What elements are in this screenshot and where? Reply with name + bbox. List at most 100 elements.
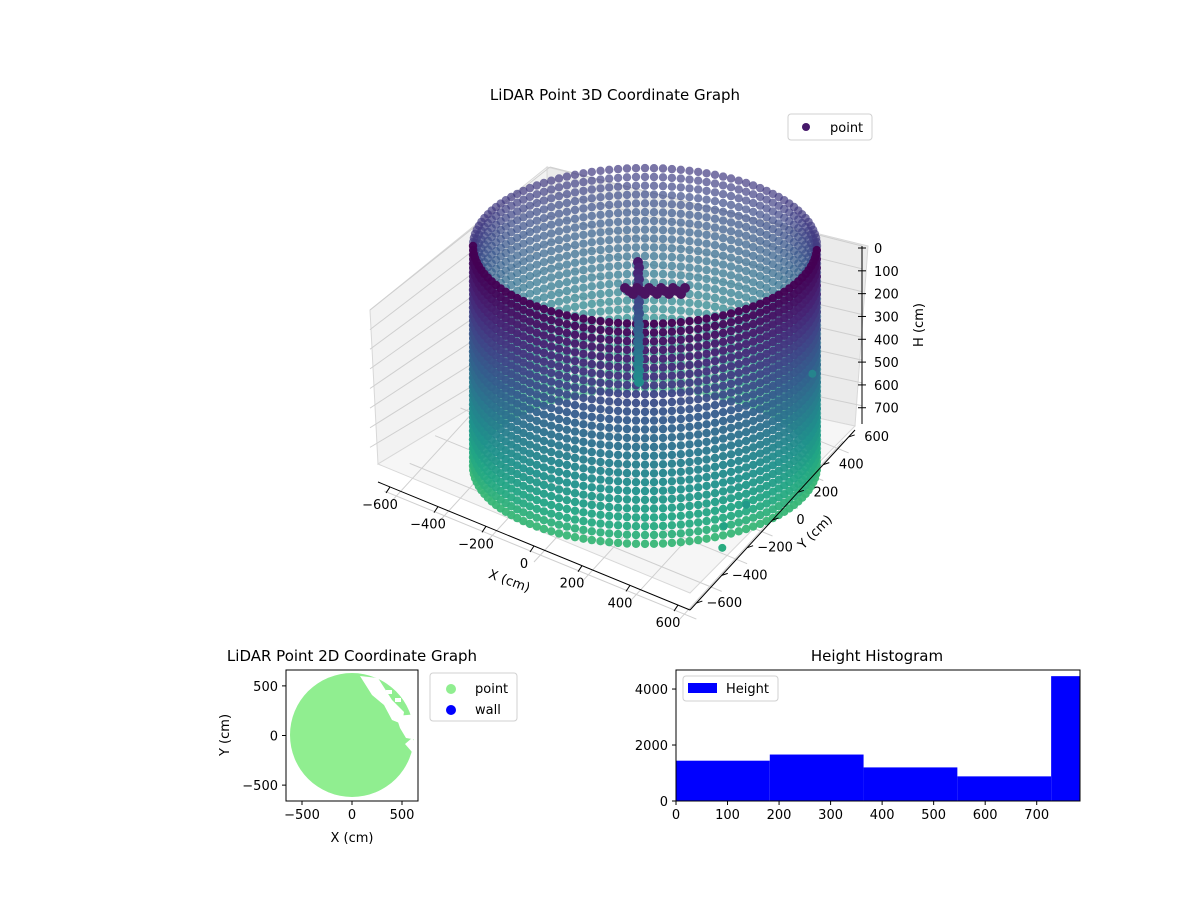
- point-cloud-dot: [749, 443, 758, 452]
- point-cloud-dot: [694, 430, 703, 439]
- point-cloud-dot: [622, 486, 632, 495]
- point-cloud-dot: [685, 413, 694, 423]
- point-cloud-dot: [762, 314, 771, 323]
- point-cloud-dot: [596, 413, 605, 423]
- point-cloud-dot: [702, 367, 711, 376]
- point-cloud-dot: [640, 199, 650, 208]
- point-cloud-dot: [554, 174, 564, 183]
- point-cloud-dot: [554, 494, 564, 503]
- y-tick-label-2d: −500: [242, 779, 278, 794]
- point-cloud-dot: [640, 243, 650, 252]
- point-cloud-dot: [532, 478, 541, 487]
- point-cloud-dot: [755, 502, 765, 511]
- point-cloud-dot: [741, 472, 751, 481]
- point-cloud-dot: [587, 246, 596, 256]
- point-cloud-dot: [605, 200, 614, 210]
- point-cloud-dot: [587, 465, 596, 474]
- point-cloud-dot: [685, 210, 694, 219]
- point-cloud-dot: [676, 450, 685, 459]
- point-cloud-dot: [613, 415, 623, 424]
- point-cloud-dot: [579, 292, 588, 301]
- point-cloud-dot: [755, 475, 765, 485]
- point-cloud-dot: [547, 430, 556, 439]
- point-cloud-dot: [702, 393, 711, 403]
- point-cloud-dot: [749, 469, 758, 478]
- point-cloud-dot: [562, 181, 572, 190]
- point-cloud-dot: [539, 366, 549, 375]
- point-cloud-dot: [532, 181, 541, 190]
- point-cloud-dot: [710, 409, 720, 419]
- point-cloud-dot: [649, 416, 659, 425]
- point-cloud-dot: [676, 200, 685, 210]
- point-cloud-dot: [570, 409, 580, 419]
- point-cloud-dot: [570, 276, 580, 285]
- point-cloud-dot: [755, 440, 765, 449]
- x-tick-label-3d: −400: [410, 518, 446, 533]
- point-cloud-dot: [755, 227, 765, 237]
- y-tick-label-3d: 0: [796, 513, 804, 528]
- outlier-point: [718, 543, 727, 552]
- point-cloud-dot: [658, 477, 668, 487]
- point-cloud-dot: [554, 244, 564, 254]
- point-cloud-dot: [685, 343, 694, 352]
- point-cloud-dot: [547, 368, 556, 378]
- point-cloud-dot: [562, 295, 572, 304]
- point-cloud-dot: [726, 279, 736, 289]
- point-cloud-dot: [547, 483, 556, 492]
- point-cloud-dot: [579, 402, 588, 411]
- point-cloud-dot: [554, 432, 564, 441]
- point-cloud-dot: [525, 201, 535, 210]
- point-cloud-dot: [667, 353, 677, 363]
- point-cloud-dot: [525, 422, 535, 432]
- point-cloud-dot: [676, 227, 685, 236]
- point-cloud-dot: [649, 260, 659, 270]
- point-cloud-dot: [554, 218, 564, 227]
- point-cloud-dot: [640, 163, 650, 173]
- point-cloud-dot: [710, 489, 720, 498]
- point-cloud-dot: [718, 172, 728, 181]
- point-cloud-dot: [694, 167, 703, 177]
- point-cloud-dot: [532, 407, 541, 417]
- point-cloud-dot: [579, 230, 588, 240]
- point-cloud-dot: [718, 487, 728, 496]
- point-cloud-dot: [667, 327, 677, 336]
- point-cloud-dot: [587, 238, 596, 247]
- point-cloud-dot: [667, 318, 677, 328]
- point-cloud-dot: [755, 263, 765, 272]
- point-cloud-dot: [676, 520, 685, 529]
- point-cloud-dot: [525, 210, 535, 219]
- point-cloud-dot: [658, 345, 668, 355]
- point-cloud-dot: [640, 504, 650, 513]
- point-cloud-dot: [667, 371, 677, 380]
- point-cloud-dot: [605, 450, 614, 459]
- point-cloud-dot: [554, 406, 564, 415]
- point-cloud-dot: [649, 164, 659, 173]
- point-cloud-dot: [676, 253, 685, 262]
- point-cloud-dot: [749, 278, 758, 287]
- point-cloud-dot: [685, 528, 694, 537]
- structure-dot: [680, 283, 690, 293]
- point-cloud-dot: [562, 381, 572, 390]
- point-cloud-dot: [539, 401, 549, 410]
- point-cloud-dot: [554, 476, 564, 485]
- point-cloud-dot: [649, 530, 659, 540]
- point-cloud-dot: [547, 447, 556, 457]
- point-cloud-dot: [596, 396, 605, 405]
- point-cloud-dot: [726, 511, 736, 521]
- point-cloud-dot: [749, 478, 758, 487]
- point-cloud-dot: [547, 220, 556, 229]
- point-cloud-dot: [734, 264, 743, 273]
- scatter-3d-chart: LiDAR Point 3D Coordinate Graph −600 −400…: [362, 86, 927, 631]
- point-cloud-dot: [587, 290, 596, 300]
- point-cloud-dot: [734, 185, 743, 194]
- point-cloud-dot: [718, 478, 728, 487]
- point-cloud-dot: [596, 440, 605, 449]
- point-cloud-dot: [596, 317, 605, 326]
- point-cloud-dot: [519, 508, 528, 517]
- point-cloud-dot: [749, 311, 758, 320]
- point-cloud-dot: [640, 398, 650, 408]
- point-cloud-dot: [519, 367, 528, 376]
- point-cloud-dot: [710, 188, 720, 197]
- x-tick-label-hist: 400: [870, 808, 895, 823]
